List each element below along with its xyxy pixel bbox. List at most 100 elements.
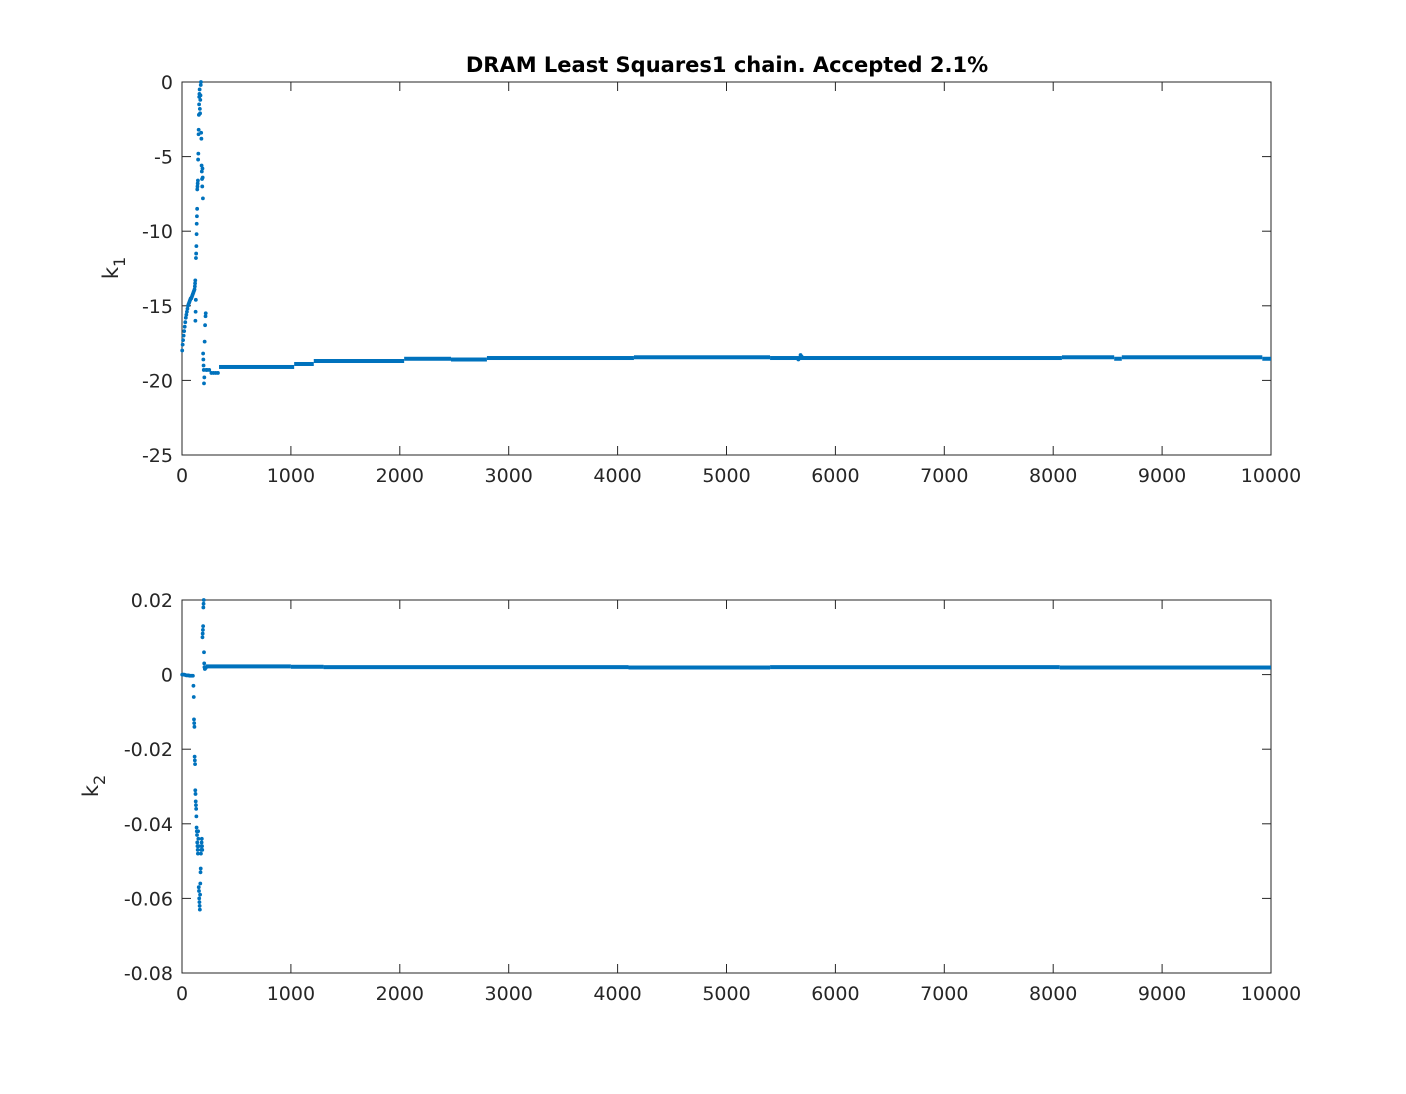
data-point-k2-41 [198,892,202,897]
extra-point-k1-2 [799,354,804,359]
x-tick-label-k1-1: 1000 [267,465,315,487]
x-tick-label-k2-1: 1000 [267,983,315,1005]
series-k2 [180,598,1271,912]
y-tick-label-k2-1: 0 [161,665,173,687]
ylabel-k2-base: k [79,784,103,797]
y-tick-label-k1-0: 0 [161,72,173,94]
x-tick-label-k1-0: 0 [176,465,188,487]
chain-segment-k2-1 [290,664,324,669]
ylabel-k2: k2 [79,775,109,797]
data-point-k2-23 [194,806,199,811]
data-point-k1-28 [193,309,198,314]
data-point-k1-5 [182,324,187,329]
data-point-k2-21 [193,799,198,804]
data-point-k1-34 [194,221,199,226]
chain-segment-k1-7 [770,356,1062,361]
y-tick-label-k2-2: -0.02 [124,739,173,761]
data-point-k2-60 [202,661,207,666]
data-point-k1-57 [199,136,204,141]
y-tick-label-k1-5: -25 [142,445,173,467]
data-point-k1-33 [194,232,199,237]
data-point-k1-35 [195,214,199,219]
x-tick-label-k1-10: 10000 [1241,465,1301,487]
data-point-k1-39 [195,181,200,186]
x-tick-label-k1-5: 5000 [702,465,750,487]
data-point-k2-35 [196,885,201,890]
extra-point-k1-0 [796,357,801,362]
x-tick-label-k1-6: 6000 [811,465,859,487]
data-point-k2-15 [192,724,197,729]
data-point-k1-37 [195,187,200,192]
data-point-k2-14 [192,721,197,725]
data-point-k1-36 [195,206,200,211]
x-tick-label-k2-8: 8000 [1029,983,1077,1005]
subplot-k2: k2 0 1000 2000 3000 4000 5000 6000 7000 8000 9000… [79,590,1301,1005]
data-point-k1-49 [197,87,202,92]
data-point-k1-77 [207,368,212,372]
x-tick-label-k1-4: 4000 [593,465,641,487]
data-point-k1-55 [199,80,203,84]
chain-segment-k2-3 [628,665,771,670]
data-point-k2-31 [195,851,200,856]
data-point-k1-56 [199,130,204,135]
data-point-k2-13 [192,717,196,722]
x-tick-label-k2-6: 6000 [811,983,859,1005]
data-point-k1-58 [199,163,204,168]
data-point-k2-27 [195,833,199,837]
data-point-k1-29 [193,297,198,302]
data-point-k1-0 [180,348,185,353]
data-point-k1-67 [201,363,206,368]
ylabel-k1-base: k [99,266,123,279]
y-tick-label-k2-0: 0.02 [131,590,173,612]
data-point-k1-27 [193,318,198,323]
data-point-k2-22 [194,803,198,808]
data-point-k1-32 [194,244,199,249]
data-point-k2-28 [195,840,200,845]
data-point-k2-38 [197,900,202,905]
chain-segment-k1-3 [404,356,451,361]
data-point-k2-32 [196,829,201,834]
chain-segment-k1-4 [450,357,487,362]
data-point-k2-33 [196,836,201,841]
svg-text:k1: k1 [99,257,129,279]
data-point-k1-66 [201,357,206,362]
data-point-k1-4 [182,329,187,334]
data-point-k1-63 [200,175,205,180]
data-point-k2-44 [198,866,203,871]
data-point-k2-20 [193,792,198,796]
data-point-k1-51 [198,111,202,116]
chain-segment-k1-8 [1061,355,1115,360]
subplot-k1: DRAM Least Squares1 chain. Accepted 2.1%… [99,53,1301,487]
data-point-k2-42 [198,881,203,886]
ticks-k2: 0 1000 2000 3000 4000 5000 6000 7000 8000 9000 100… [124,590,1301,1005]
data-point-k1-26 [193,278,198,283]
chain-segment-k2-5 [1059,665,1271,670]
chain-segment-k1-6 [633,355,771,360]
data-point-k1-6 [183,320,188,325]
data-point-k2-36 [197,889,201,893]
x-tick-label-k2-9: 9000 [1138,983,1186,1005]
data-point-k1-71 [202,339,207,344]
data-point-k1-74 [203,311,208,316]
chain-segment-k1-11 [1262,356,1271,361]
chain-segment-k1-0 [219,364,295,369]
data-point-k2-43 [198,870,203,875]
ylabel-k2-subscript: 2 [90,775,109,785]
x-tick-label-k2-5: 5000 [702,983,750,1005]
x-tick-label-k2-0: 0 [176,983,188,1005]
y-tick-label-k2-5: -0.08 [124,963,173,985]
chain-segment-k1-5 [486,356,634,361]
data-point-k2-37 [197,896,202,901]
data-point-k2-57 [201,601,206,606]
data-point-k1-46 [197,102,201,107]
x-tick-label-k1-9: 9000 [1138,465,1186,487]
data-point-k1-65 [201,351,206,356]
data-point-k1-42 [196,151,201,156]
data-point-k2-18 [193,762,197,767]
data-point-k2-55 [201,624,206,629]
x-tick-label-k2-3: 3000 [485,983,533,1005]
data-point-k1-81 [216,371,220,375]
data-point-k1-73 [203,314,208,319]
data-point-k2-40 [197,907,202,912]
